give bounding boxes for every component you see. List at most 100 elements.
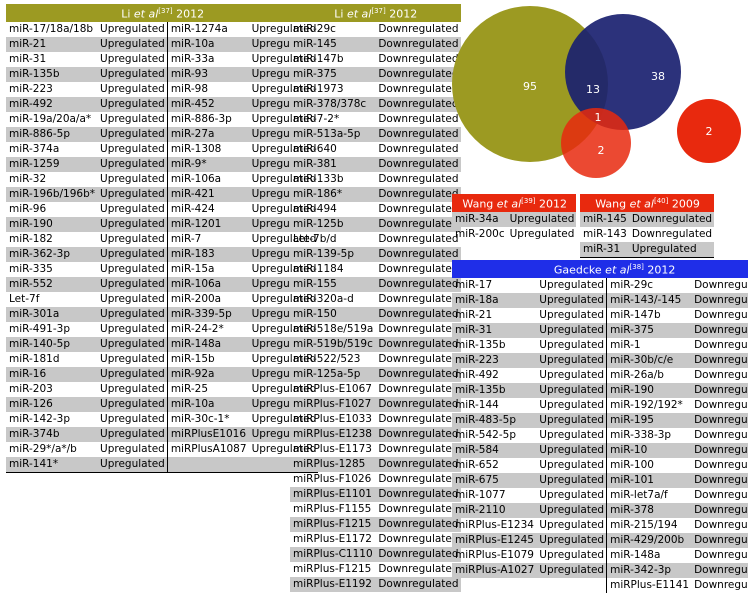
table-row: miRPlus-E1067 Downregulated: [290, 382, 461, 397]
mirna-name-cell: miR-338-3p: [610, 429, 672, 442]
table-row: miR-7-2* Downregulated: [290, 112, 461, 127]
mirna-name-cell: miR-144: [455, 399, 499, 412]
table-row: miRPlus-F1026 Downregulated: [290, 472, 461, 487]
regulation-cell: Upregulated: [251, 353, 317, 366]
regulation-cell: Downregulated: [378, 23, 459, 36]
table-row: miRPlus-E1192 Downregulated: [290, 576, 461, 592]
wang-2009-header: Wang et al[40] 2009: [580, 194, 715, 212]
mirna-name-cell: miR-125a-5p: [290, 366, 376, 382]
mirna-name-cell: Let-7b/d: [293, 233, 337, 246]
regulation-cell: Upregulated: [97, 171, 168, 187]
mirna-name-cell: miR-9*: [167, 156, 249, 172]
table-row: miR-203 Upregulated miR-25 Upregulated: [6, 381, 318, 397]
regulation-cell: Downregulated: [375, 486, 461, 502]
mirna-name-cell: miR-342-3p: [606, 562, 692, 578]
regulation-cell: Downregulated: [631, 228, 713, 241]
regulation-cell: Downregulated: [378, 113, 459, 126]
mirna-name-cell: miR-31: [452, 322, 537, 338]
regulation-cell: Upregulated: [97, 36, 168, 52]
regulation-cell: Downregulated: [375, 216, 461, 232]
regulation-cell: Upregulated: [536, 442, 608, 458]
mirna-name-cell: miR-30c-1*: [170, 413, 230, 426]
regulation-cell: Downregulated: [375, 276, 461, 292]
li-table-header: Li et al[37] 2012: [6, 4, 319, 22]
mirna-name-cell: miRPlusE1016: [167, 426, 249, 442]
regulation-cell: Downregulated: [375, 546, 461, 562]
regulation-cell: Downregulated: [375, 456, 461, 472]
regulation-cell: Upregulated: [97, 21, 168, 37]
table-row: miRPlus-E1172 Downregulated: [290, 532, 461, 547]
table-row: miR-135b Upregulated miR-93 Upregulated: [6, 66, 319, 82]
regulation-cell: Downregulated: [691, 502, 748, 518]
mirna-name-cell: miR-584: [452, 442, 537, 458]
mirna-name-cell: miR-10a: [167, 36, 249, 52]
mirna-name-cell: miRPlus-F1215: [290, 516, 376, 532]
table-row: miR-200c Upregulated: [452, 227, 576, 242]
li-downregulated-table: Li et al[37] 2012 miR-29c Downregulated mi…: [290, 4, 461, 592]
mirna-name-cell: miR-147b: [610, 309, 661, 322]
li-header-cell: Li et al[37] 2012: [6, 4, 319, 22]
venn-label-li-wang: 2: [598, 144, 605, 157]
table-row: miR-492 Upregulated miR-452 Upregulated: [6, 96, 319, 112]
mirna-name-cell: [167, 456, 249, 473]
mirna-name-cell: miRPlus-F1027: [290, 396, 376, 412]
mirna-name-cell: miR-378: [606, 502, 692, 518]
table-row: miR-182 Upregulated miR-7 Upregulated: [6, 231, 318, 247]
regulation-cell: Downregulated: [691, 322, 748, 338]
table-row: miRPlus-E1245 Upregulated miR-429/200b Down…: [452, 532, 748, 548]
mirna-name-cell: miR-21: [6, 36, 98, 52]
mirna-name-cell: miR-21: [455, 309, 493, 322]
mirna-name-cell: miR-29c: [610, 279, 654, 292]
mirna-name-cell: miR-492: [6, 96, 98, 112]
mirna-name-cell: miR-143: [583, 228, 627, 241]
regulation-cell: Upregulated: [97, 426, 168, 442]
table-row: miR-552 Upregulated miR-106a Upregulated: [6, 276, 319, 292]
mirna-name-cell: miR-492: [455, 369, 499, 382]
regulation-cell: Downregulated: [628, 211, 715, 227]
mirna-name-cell: miR-215/194: [610, 519, 678, 532]
mirna-name-cell: miR-147b: [293, 53, 344, 66]
regulation-cell: Downregulated: [691, 472, 748, 488]
table-row: miRPlus-F1215 Downregulated: [290, 516, 461, 532]
mirna-name-cell: miR-145: [290, 36, 376, 52]
mirna-name-cell: miR-483-5p: [452, 412, 537, 428]
mirna-name-cell: miR-181d: [9, 353, 60, 366]
regulation-cell: Downregulated: [375, 66, 461, 82]
mirna-name-cell: miR-100: [610, 459, 654, 472]
mirna-name-cell: miR-106a: [170, 173, 222, 186]
table-row: miRPlus-E1033 Downregulated: [290, 412, 461, 427]
mirna-name-cell: miR-362-3p: [6, 246, 98, 262]
mirna-name-cell: miR-491-3p: [9, 323, 70, 336]
regulation-cell: Upregulated: [506, 211, 577, 227]
table-row: miR-141* Upregulated: [6, 456, 319, 473]
mirna-name-cell: miR-15a: [170, 263, 215, 276]
mirna-name-cell: miR-223: [9, 83, 53, 96]
mirna-name-cell: miR-522/523: [293, 353, 361, 366]
venn-circle-wang-2009: [677, 99, 741, 163]
mirna-name-cell: miR-339-5p: [167, 306, 249, 322]
venn-label-wang-2009-only: 2: [706, 125, 713, 138]
mirna-name-cell: miRPlus-E1079: [455, 549, 534, 562]
regulation-cell: Downregulated: [691, 382, 748, 398]
mirna-name-cell: miR-552: [6, 276, 98, 292]
table-row: miR-362-3p Upregulated miR-183 Upregulated: [6, 246, 319, 262]
mirna-name-cell: miRPlus-E1067: [293, 383, 372, 396]
regulation-cell: Upregulated: [251, 293, 317, 306]
regulation-cell: Upregulated: [536, 562, 608, 578]
mirna-name-cell: miR-33a: [170, 53, 215, 66]
mirna-name-cell: miR-32: [9, 173, 47, 186]
regulation-cell: Downregulated: [694, 399, 748, 412]
table-row: miRPlus-E1238 Downregulated: [290, 426, 461, 442]
table-row: miR-374b Upregulated miRPlusE1016 Upregulat…: [6, 426, 319, 442]
regulation-cell: [536, 577, 608, 593]
regulation-cell: Downregulated: [694, 279, 748, 292]
regulation-cell: Upregulated: [536, 457, 608, 473]
table-row: miR-886-5p Upregulated miR-27a Upregulated: [6, 126, 319, 142]
table-row: miRPlus-E1141 Downregulated: [452, 577, 748, 593]
mirna-name-cell: miR-195: [606, 412, 692, 428]
